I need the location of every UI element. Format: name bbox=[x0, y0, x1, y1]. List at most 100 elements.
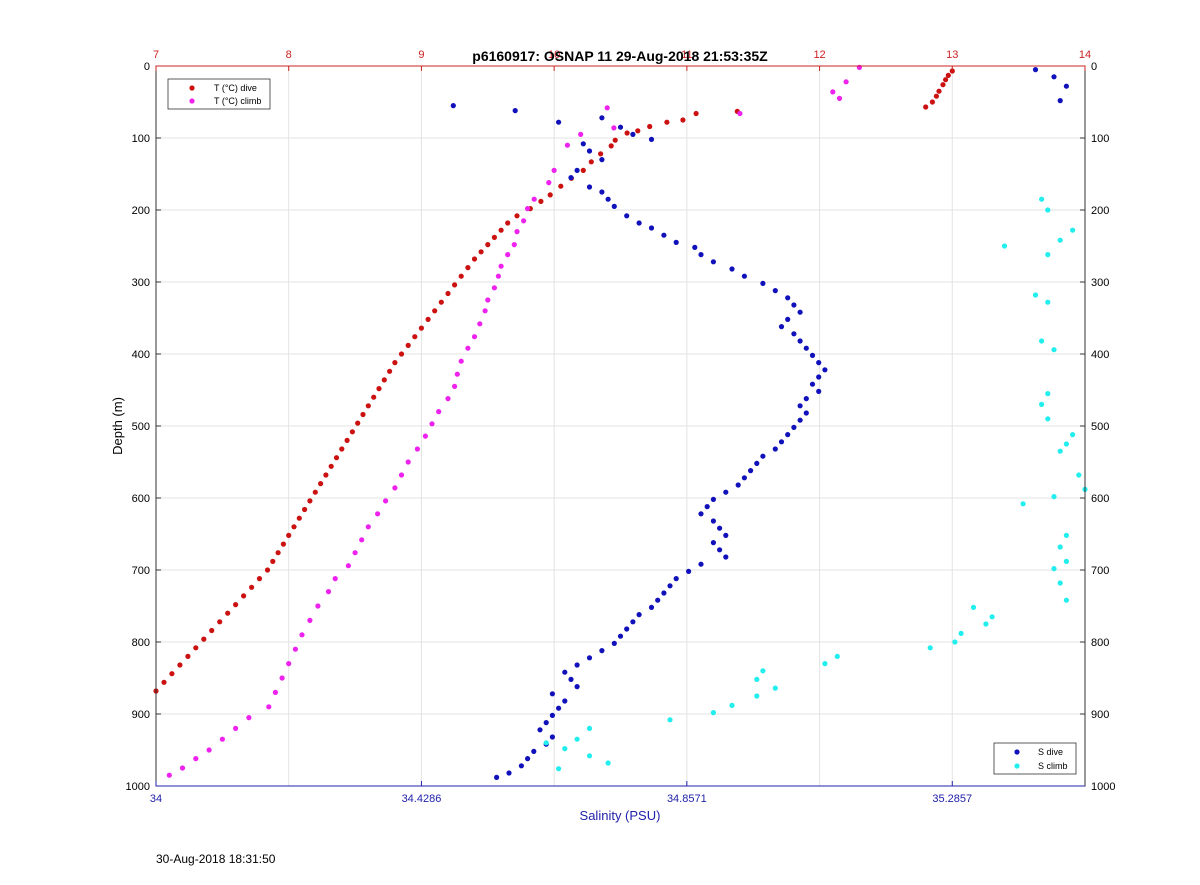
data-point bbox=[791, 302, 797, 308]
data-point bbox=[843, 79, 849, 85]
legend-t-dive-label: T (°C) dive bbox=[214, 83, 257, 93]
data-point bbox=[704, 504, 710, 510]
data-point bbox=[275, 550, 281, 556]
data-point bbox=[333, 455, 340, 461]
data-point bbox=[512, 108, 518, 114]
data-point bbox=[525, 756, 531, 762]
data-point bbox=[392, 485, 398, 491]
top-tick-label: 14 bbox=[1079, 49, 1091, 61]
data-point bbox=[574, 736, 580, 742]
data-point bbox=[785, 295, 791, 301]
data-point bbox=[612, 137, 618, 143]
bottom-tick-label: 34.8571 bbox=[667, 793, 707, 805]
data-point bbox=[661, 232, 667, 238]
data-point bbox=[1045, 252, 1051, 258]
data-point bbox=[206, 747, 212, 753]
data-point bbox=[478, 249, 484, 255]
data-point bbox=[710, 496, 717, 502]
footer-timestamp: 30-Aug-2018 18:31:50 bbox=[156, 852, 276, 866]
data-point bbox=[318, 481, 324, 487]
data-point bbox=[209, 627, 215, 634]
data-point bbox=[531, 196, 537, 202]
top-tick-label: 12 bbox=[813, 49, 825, 61]
data-point bbox=[809, 381, 816, 387]
data-point bbox=[664, 119, 670, 125]
data-point bbox=[445, 396, 451, 402]
data-point bbox=[970, 604, 977, 611]
data-point bbox=[185, 653, 191, 660]
data-point bbox=[797, 417, 803, 423]
data-point bbox=[574, 662, 580, 668]
data-point bbox=[315, 603, 321, 609]
data-point bbox=[1057, 580, 1063, 586]
legend-t-climb-marker bbox=[189, 98, 195, 104]
data-point bbox=[1032, 292, 1039, 298]
data-point bbox=[772, 446, 778, 452]
data-point bbox=[498, 263, 504, 269]
data-point bbox=[521, 218, 527, 224]
data-point bbox=[518, 763, 525, 769]
data-point bbox=[1070, 432, 1076, 438]
y-tick-label-right: 400 bbox=[1091, 349, 1109, 361]
data-point bbox=[549, 691, 556, 697]
data-point bbox=[797, 338, 803, 344]
legend-s-dive-marker bbox=[1014, 749, 1020, 755]
data-point bbox=[299, 632, 305, 638]
series-3 bbox=[543, 196, 1088, 772]
data-point bbox=[272, 689, 278, 696]
data-point bbox=[551, 167, 557, 173]
y-tick-label-left: 400 bbox=[132, 349, 150, 361]
data-point bbox=[1045, 299, 1051, 305]
data-point bbox=[735, 482, 741, 488]
y-tick-label-right: 700 bbox=[1091, 565, 1109, 577]
series-layer bbox=[153, 64, 1088, 781]
data-point bbox=[1045, 416, 1051, 422]
data-point bbox=[438, 299, 444, 305]
axes: 0 0 100 100 200 200 300 300 400 400 500 500 600 600 70… bbox=[126, 49, 1116, 805]
data-point bbox=[538, 198, 544, 204]
data-point bbox=[360, 411, 366, 418]
data-point bbox=[452, 282, 458, 288]
data-point bbox=[785, 432, 791, 438]
data-point bbox=[514, 229, 520, 235]
data-point bbox=[834, 653, 840, 660]
y-tick-label-left: 500 bbox=[132, 421, 150, 433]
top-tick-label: 8 bbox=[286, 49, 292, 61]
data-point bbox=[1057, 448, 1063, 454]
data-point bbox=[418, 325, 424, 331]
data-point bbox=[345, 563, 351, 569]
data-point bbox=[359, 537, 365, 543]
data-point bbox=[307, 617, 313, 624]
x-axis-label-bottom: Salinity (PSU) bbox=[580, 808, 661, 823]
data-point bbox=[667, 583, 673, 589]
data-point bbox=[365, 524, 371, 530]
data-point bbox=[482, 308, 488, 314]
data-point bbox=[599, 189, 605, 195]
top-tick-label: 10 bbox=[548, 49, 560, 61]
data-point bbox=[246, 715, 252, 721]
data-point bbox=[494, 774, 500, 781]
data-point bbox=[1020, 501, 1026, 507]
y-tick-label-right: 1000 bbox=[1091, 781, 1115, 793]
data-point bbox=[375, 511, 381, 517]
data-point bbox=[830, 89, 836, 95]
data-point bbox=[506, 770, 512, 776]
data-point bbox=[398, 472, 405, 478]
data-point bbox=[717, 525, 723, 531]
y-tick-label-right: 900 bbox=[1091, 709, 1109, 721]
data-point bbox=[392, 360, 398, 366]
y-tick-label-right: 500 bbox=[1091, 421, 1109, 433]
data-point bbox=[797, 403, 803, 409]
data-point bbox=[778, 439, 785, 445]
data-point bbox=[698, 252, 704, 258]
data-point bbox=[166, 772, 172, 778]
data-point bbox=[454, 371, 460, 377]
data-point bbox=[1051, 494, 1057, 500]
data-point bbox=[514, 213, 520, 219]
y-tick-label-right: 600 bbox=[1091, 493, 1109, 505]
data-point bbox=[611, 640, 617, 647]
data-point bbox=[491, 234, 497, 240]
bottom-tick-label: 34.4286 bbox=[402, 793, 442, 805]
data-point bbox=[686, 568, 692, 575]
legend-t-dive-marker bbox=[189, 85, 195, 91]
